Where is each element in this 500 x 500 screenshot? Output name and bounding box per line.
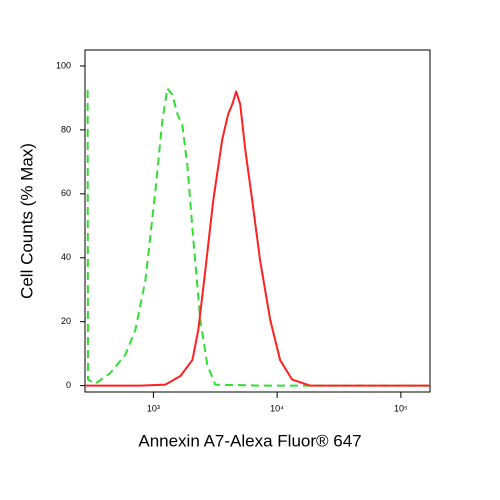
y-axis-label: Cell Counts (% Max) <box>17 143 36 299</box>
y-tick-label: 80 <box>61 124 71 134</box>
y-tick-label: 20 <box>61 316 71 326</box>
y-tick-label: 60 <box>61 188 71 198</box>
x-axis-label: Annexin A7-Alexa Fluor® 647 <box>138 431 361 450</box>
plot-frame <box>84 49 431 393</box>
series-line <box>85 90 430 387</box>
x-tick-label: 10³ <box>147 403 160 413</box>
x-tick-label: 10⁴ <box>270 403 284 413</box>
y-tick-label: 0 <box>66 380 71 390</box>
series-line <box>86 87 430 387</box>
y-tick-label: 100 <box>56 60 71 70</box>
x-tick-label: 10⁵ <box>394 403 408 413</box>
y-tick-label: 40 <box>61 252 71 262</box>
